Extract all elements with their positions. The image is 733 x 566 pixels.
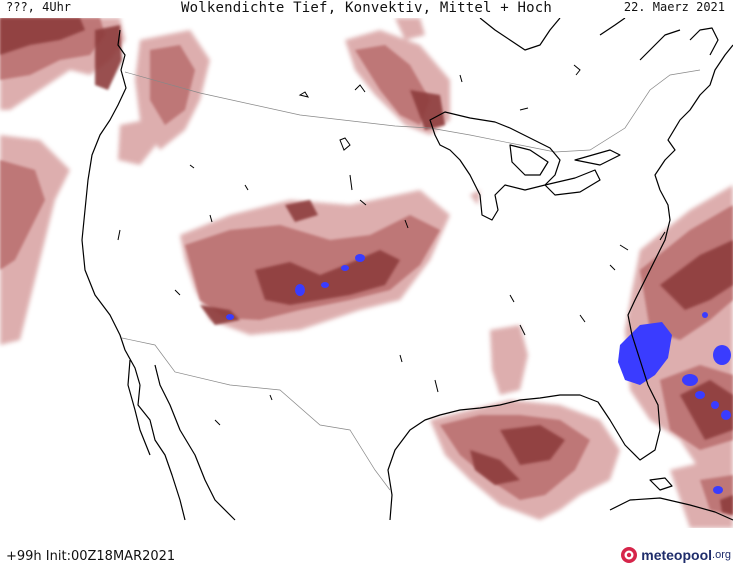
logo-name: meteopool (641, 547, 713, 563)
map-svg (0, 18, 733, 528)
forecast-day-label: ???, 4Uhr (6, 0, 72, 14)
model-init-label: +99h Init:00Z18MAR2021 (6, 549, 176, 564)
map-title: Wolkendichte Tief, Konvektiv, Mittel + H… (181, 0, 553, 16)
logo-tld: .org (712, 549, 731, 561)
convective-cells (226, 254, 731, 494)
meteopool-logo[interactable]: meteopool .org (620, 545, 731, 565)
country-borders (121, 69, 701, 491)
cloud-density-map (0, 18, 733, 528)
forecast-date: 22. Maerz 2021 (623, 0, 725, 14)
header-bar: ???, 4Uhr Wolkendichte Tief, Konvektiv, … (0, 0, 733, 18)
small-lakes (117, 64, 666, 426)
footer-bar: +99h Init:00Z18MAR2021 meteopool .org (0, 528, 733, 566)
cloud-layer-dense (0, 18, 733, 515)
meteopool-logo-icon (621, 547, 638, 563)
coastlines (81, 18, 733, 521)
